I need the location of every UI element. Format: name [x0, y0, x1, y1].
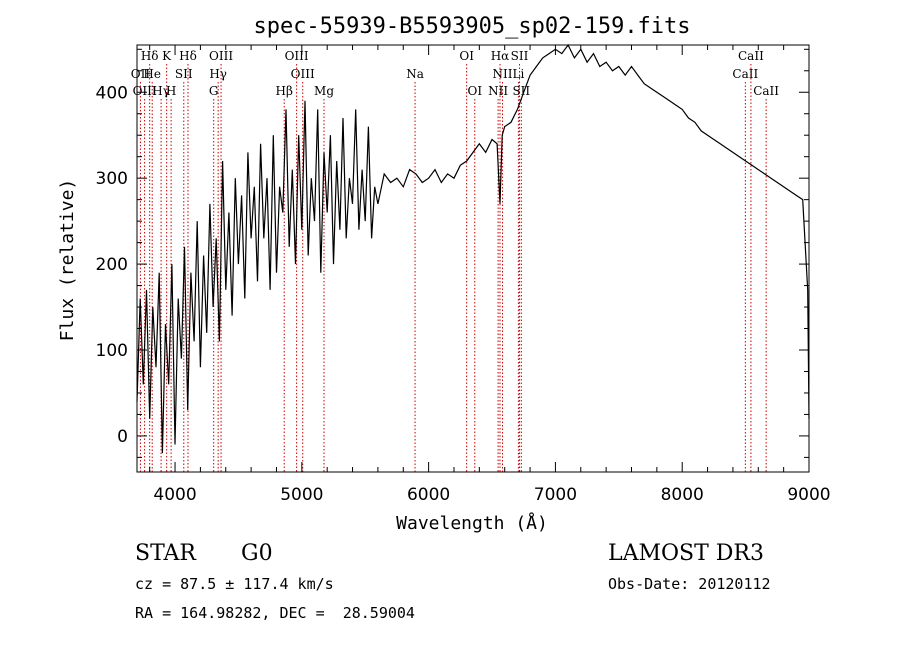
object-class: STAR: [135, 541, 196, 566]
plot-frame: [136, 44, 810, 473]
marker-label-15: NII: [493, 67, 513, 81]
x-tick-label-1: 5000: [280, 485, 323, 505]
marker-label-4: OIII: [285, 49, 309, 63]
marker-label-6: Hα: [491, 49, 510, 63]
y-tick-label-3: 300: [96, 169, 128, 189]
object-subclass: G0: [241, 541, 273, 566]
y-axis-ticks: 0 100 200 300 400: [96, 48, 809, 458]
marker-label-12: Hγ: [209, 67, 227, 81]
marker-label-9: OII: [131, 67, 151, 81]
y-tick-label-0: 0: [117, 427, 128, 447]
flux-series-line: [136, 43, 810, 454]
x-tick-label-2: 6000: [407, 485, 450, 505]
x-tick-label-3: 7000: [534, 485, 577, 505]
marker-label-14: Na: [406, 67, 424, 81]
y-tick-label-1: 100: [96, 341, 128, 361]
chart-title: spec-55939-B5593905_sp02-159.fits: [253, 14, 690, 39]
x-tick-label-5: 9000: [787, 485, 830, 505]
marker-label-16: Li: [512, 67, 524, 81]
marker-label-23: Mg: [314, 84, 334, 98]
marker-label-24: OI: [467, 84, 482, 98]
y-axis-label: Flux (relative): [57, 179, 78, 342]
spectral-line-markers: [139, 64, 767, 472]
x-tick-label-0: 4000: [153, 485, 196, 505]
marker-label-10: He: [143, 67, 161, 81]
marker-label-25: NII: [488, 84, 508, 98]
x-axis-ticks: 4000 5000 6000 7000 8000 9000: [149, 45, 831, 505]
marker-label-22: Hβ: [276, 84, 293, 98]
marker-label-27: CaII: [753, 84, 779, 98]
marker-label-5: OI: [459, 49, 474, 63]
x-tick-label-4: 8000: [661, 485, 704, 505]
survey-name: LAMOST DR3: [608, 541, 764, 566]
marker-label-17: CaII: [732, 67, 758, 81]
marker-label-7: SII: [511, 49, 529, 63]
marker-label-8: CaII: [738, 49, 764, 63]
observation-date: Obs-Date: 20120112: [608, 575, 771, 593]
coordinates: RA = 164.98282, DEC = 28.59004: [135, 604, 415, 622]
y-tick-label-4: 400: [96, 83, 128, 103]
marker-label-18: OIII: [133, 84, 157, 98]
marker-label-0: Hδ: [141, 49, 159, 63]
redshift-cz: cz = 87.5 ± 117.4 km/s: [135, 575, 334, 593]
marker-label-21: G: [209, 84, 219, 98]
marker-label-3: OIII: [209, 49, 233, 63]
marker-label-26: SII: [512, 84, 530, 98]
marker-label-11: SII: [175, 67, 193, 81]
y-tick-label-2: 200: [96, 255, 128, 275]
x-axis-label: Wavelength (Å): [396, 512, 548, 534]
marker-label-1: K: [162, 49, 172, 63]
marker-label-13: OIII: [291, 67, 315, 81]
marker-label-20: H: [166, 84, 176, 98]
marker-label-2: Hδ: [179, 49, 197, 63]
marker-label-19: Hγ: [152, 84, 170, 98]
